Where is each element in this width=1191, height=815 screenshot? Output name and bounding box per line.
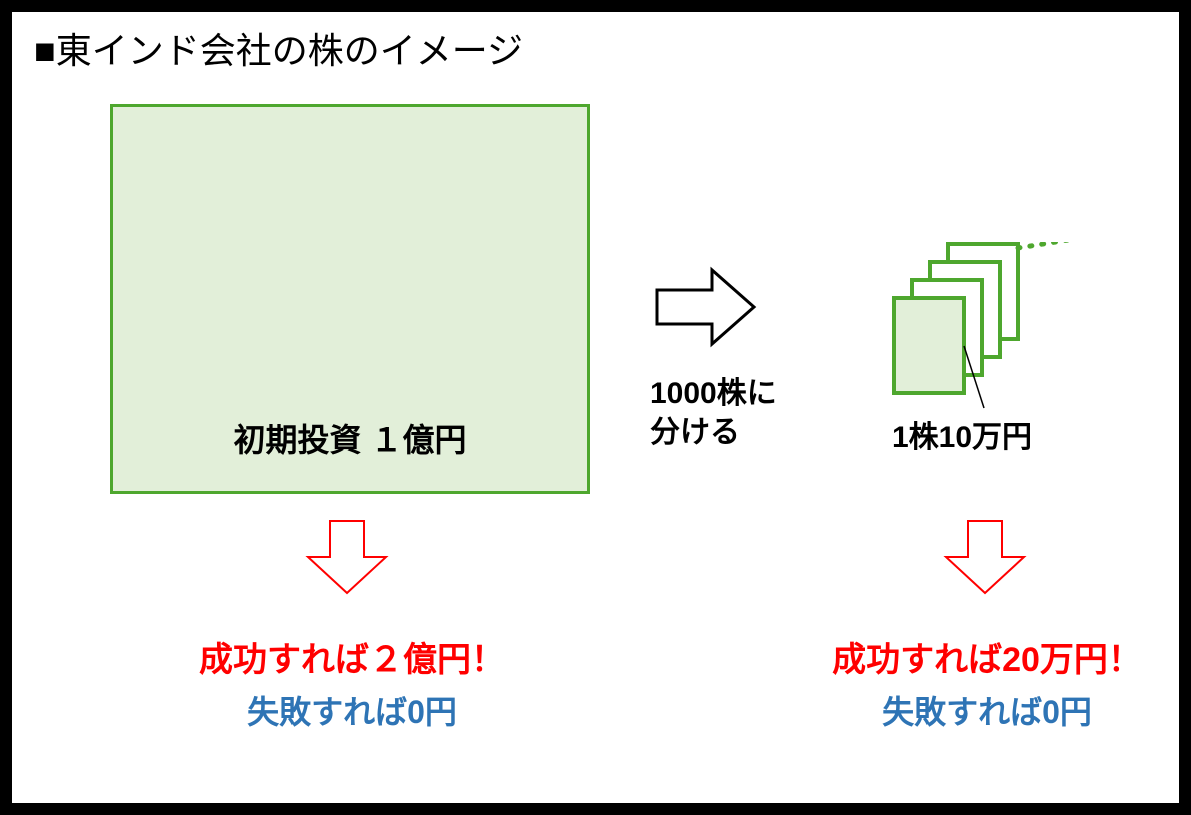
initial-investment-label: 初期投資 １億円 xyxy=(113,415,587,461)
arrow-down-left-icon xyxy=(302,517,392,597)
diagram-title: ■東インド会社の株のイメージ xyxy=(34,22,523,74)
outcome-right: 成功すれば20万円！ 失敗すれば0円 xyxy=(752,632,1191,733)
split-label: 1000株に 分ける xyxy=(650,374,777,452)
share-stack-icon xyxy=(892,242,1076,401)
outcome-right-failure: 失敗すれば0円 xyxy=(752,687,1191,733)
per-share-label: 1株10万円 xyxy=(892,412,1032,456)
split-label-line1: 1000株に xyxy=(650,377,777,410)
initial-investment-box: 初期投資 １億円 xyxy=(110,104,590,494)
arrow-down-right-icon xyxy=(940,517,1030,597)
outcome-left-success: 成功すれば２億円！ xyxy=(122,632,582,681)
arrow-right-icon xyxy=(652,262,762,352)
outcome-right-success: 成功すれば20万円！ xyxy=(752,632,1191,681)
outcome-left-failure: 失敗すれば0円 xyxy=(122,687,582,733)
diagram-frame: ■東インド会社の株のイメージ 初期投資 １億円 1000株に 分ける 1株10万… xyxy=(0,0,1191,815)
split-label-line2: 分ける xyxy=(650,416,740,449)
outcome-left: 成功すれば２億円！ 失敗すれば0円 xyxy=(122,632,582,733)
